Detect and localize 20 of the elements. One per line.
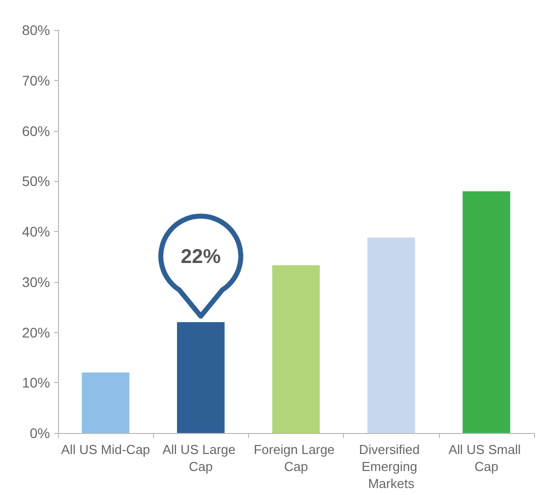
bar <box>82 372 130 433</box>
x-tick-label: All US Large Cap <box>162 442 240 474</box>
bar <box>272 265 320 433</box>
y-tick-label: 70% <box>22 72 50 88</box>
y-tick-label: 50% <box>22 173 50 190</box>
y-tick-label: 30% <box>22 274 50 290</box>
x-tick-label: All US Mid-Cap <box>61 442 150 457</box>
x-tick-label: Diversified Emerging Markets <box>359 442 424 491</box>
x-tick-label: Foreign Large Cap <box>254 442 338 474</box>
bar <box>462 191 510 433</box>
y-tick-label: 0% <box>30 425 50 441</box>
y-tick-label: 60% <box>22 122 50 139</box>
y-tick-label: 10% <box>22 374 50 391</box>
y-tick-label: 80% <box>22 22 50 38</box>
y-tick-label: 20% <box>22 324 50 340</box>
y-tick-label: 40% <box>22 224 50 240</box>
bar <box>367 238 415 433</box>
bar <box>177 322 225 433</box>
x-tick-label: All US Small Cap <box>448 442 524 474</box>
annotation: 22% <box>180 246 222 268</box>
